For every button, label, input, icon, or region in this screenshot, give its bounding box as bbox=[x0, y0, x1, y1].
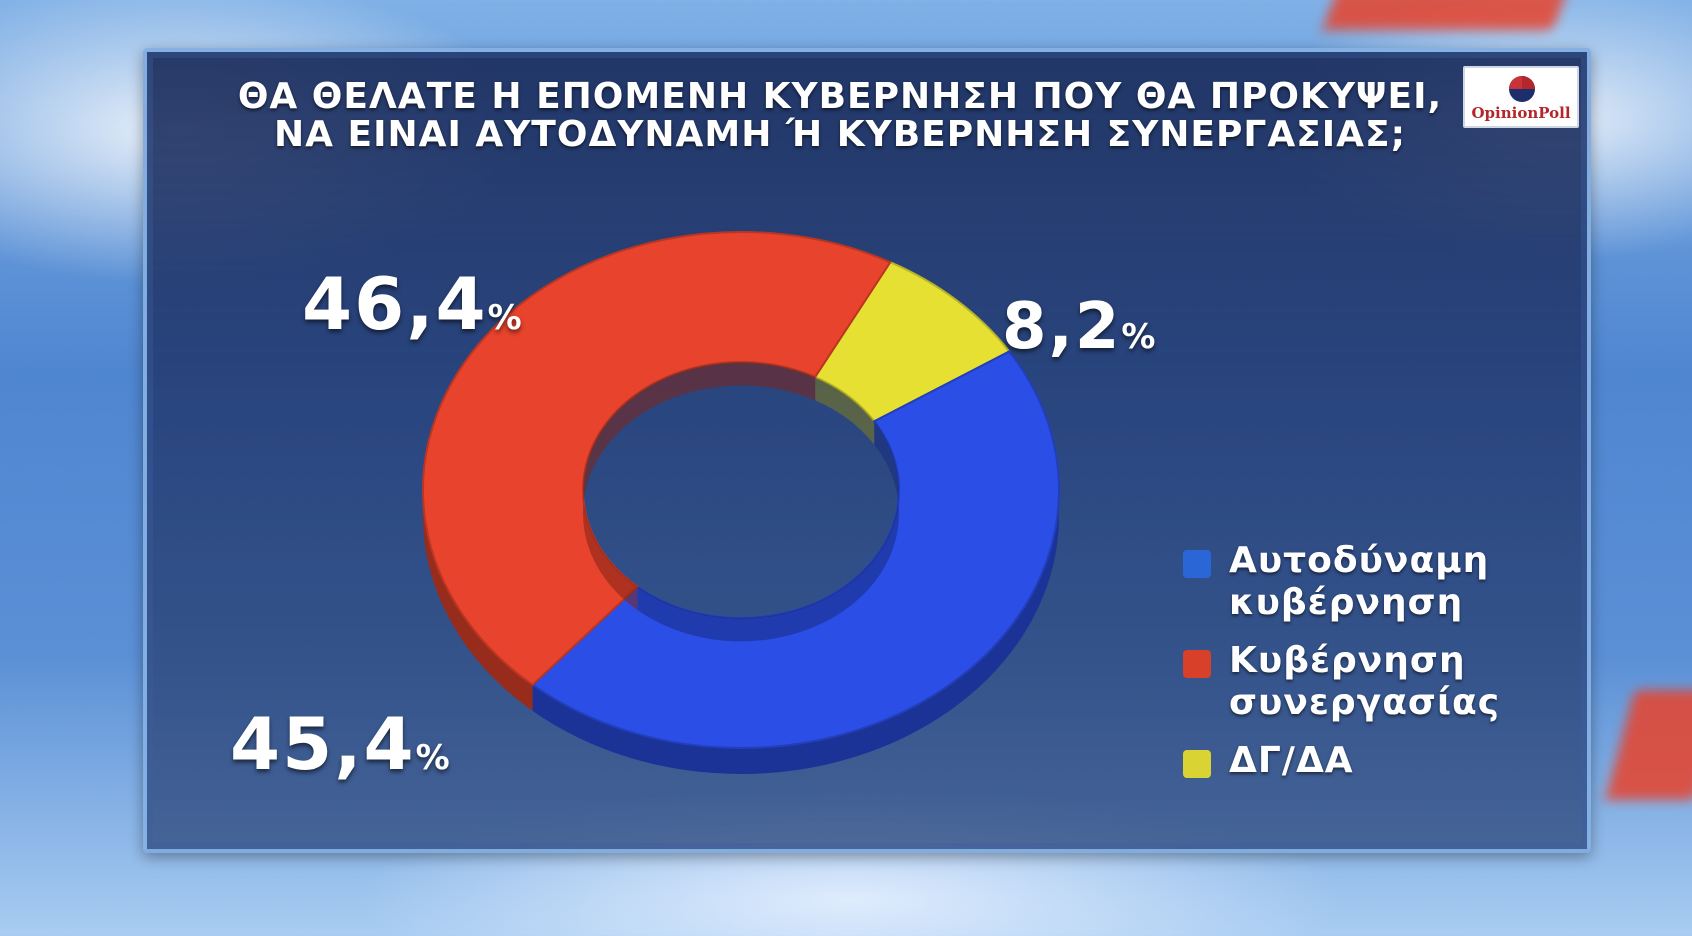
title-line-2: ΝΑ ΕΙΝΑΙ ΑΥΤΟΔΥΝΑΜΗ Ή ΚΥΒΕΡΝΗΣΗ ΣΥΝΕΡΓΑΣ… bbox=[273, 114, 1407, 155]
donut-slice-aftodynami bbox=[530, 350, 1060, 749]
data-label-kyvernisi-synergasias: 46,4% bbox=[302, 262, 522, 346]
data-label-value: 8,2 bbox=[1002, 290, 1122, 364]
legend-label: Αυτοδύναμη κυβέρνηση bbox=[1229, 540, 1490, 623]
donut-hole bbox=[603, 372, 879, 568]
opinionpoll-logo: OpinionPoll bbox=[1463, 66, 1579, 128]
logo-mark-icon bbox=[1509, 76, 1535, 102]
legend-label: ΔΓ/ΔΑ bbox=[1229, 740, 1354, 781]
legend-label: Κυβέρνηση συνεργασίας bbox=[1229, 640, 1501, 723]
data-label-unit: % bbox=[487, 298, 522, 338]
title-line-1: ΘΑ ΘΕΛΑΤΕ Η ΕΠΟΜΕΝΗ ΚΥΒΕΡΝΗΣΗ ΠΟΥ ΘΑ ΠΡΟ… bbox=[237, 76, 1443, 117]
legend-swatch-red bbox=[1183, 650, 1211, 678]
legend-item-dg-da: ΔΓ/ΔΑ bbox=[1183, 740, 1500, 782]
donut-inner-wall-2 bbox=[815, 376, 875, 445]
data-label-aftodynami: 45,4% bbox=[230, 702, 450, 786]
legend-swatch-blue bbox=[1183, 550, 1211, 578]
legend-item-aftodynami: Αυτοδύναμη κυβέρνηση bbox=[1183, 540, 1500, 624]
donut-inner-wall-0 bbox=[637, 421, 899, 642]
legend-swatch-yellow bbox=[1183, 750, 1211, 778]
data-label-value: 46,4 bbox=[302, 262, 488, 346]
data-label-dg-da: 8,2% bbox=[1002, 290, 1155, 364]
logo-text: OpinionPoll bbox=[1471, 104, 1571, 122]
chart-legend: Αυτοδύναμη κυβέρνηση Κυβέρνηση συνεργασί… bbox=[1183, 540, 1500, 798]
legend-item-synergasias: Κυβέρνηση συνεργασίας bbox=[1183, 640, 1500, 724]
data-label-value: 45,4 bbox=[230, 702, 416, 786]
donut-inner-wall-1 bbox=[583, 361, 816, 611]
data-label-unit: % bbox=[415, 738, 450, 778]
chart-title: ΘΑ ΘΕΛΑΤΕ Η ΕΠΟΜΕΝΗ ΚΥΒΕΡΝΗΣΗ ΠΟΥ ΘΑ ΠΡΟ… bbox=[180, 78, 1500, 154]
data-label-unit: % bbox=[1121, 317, 1156, 357]
donut-rim-0 bbox=[532, 351, 1060, 775]
